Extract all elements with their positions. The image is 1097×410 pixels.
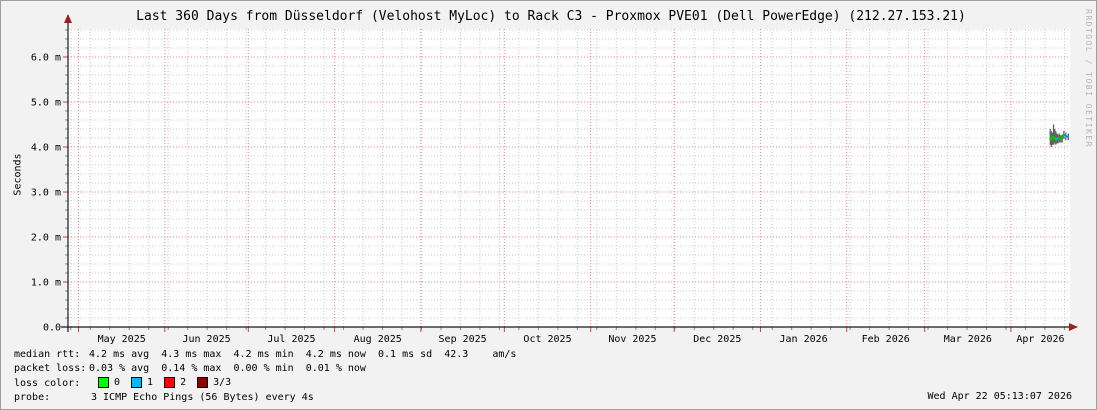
median-line-segment (1058, 136, 1062, 140)
x-tick-label: Jun 2025 (182, 334, 230, 345)
loss-color-swatch-icon (197, 377, 209, 388)
loss-color-item: 1 (131, 377, 153, 388)
x-axis-arrow-icon (1069, 323, 1078, 331)
loss-color-item-label: 3/3 (213, 377, 232, 388)
x-tick-label: Nov 2025 (608, 334, 656, 345)
x-tick-label: Oct 2025 (523, 334, 571, 345)
y-tick-label: 4.0 m (31, 143, 61, 154)
loss-color-label: loss color: (14, 378, 81, 389)
loss-color-item-label: 1 (147, 377, 154, 388)
loss-color-item: 3/3 (197, 377, 231, 388)
x-tick-label: Jul 2025 (267, 334, 315, 345)
y-tick-label: 6.0 m (31, 53, 61, 64)
x-tick-label: Feb 2026 (862, 334, 910, 345)
x-tick-label: Aug 2025 (354, 334, 402, 345)
x-tick-label: May 2025 (98, 334, 146, 345)
x-tick-label: Jan 2026 (780, 334, 828, 345)
x-tick-label: Apr 2026 (1016, 334, 1064, 345)
probe-value: 3 ICMP Echo Pings (56 Bytes) every 4s (91, 392, 314, 403)
median-rtt-label: median rtt: (14, 349, 81, 360)
x-tick-label: Sep 2025 (439, 334, 487, 345)
loss-color-item-label: 2 (180, 377, 187, 388)
y-tick-label: 0.0 (43, 323, 61, 334)
median-line-segment (1063, 133, 1067, 137)
generated-timestamp: Wed Apr 22 05:13:07 2026 (927, 391, 1073, 402)
median-line-segment (1060, 137, 1063, 140)
median-rtt-stats: 4.2 ms avg 4.3 ms max 4.2 ms min 4.2 ms … (89, 349, 517, 360)
loss-color-legend: 0 1 2 3/3 (98, 377, 242, 388)
x-tick-label: Mar 2026 (944, 334, 992, 345)
y-tick-label: 3.0 m (31, 188, 61, 199)
packet-loss-stats: 0.03 % avg 0.14 % max 0.00 % min 0.01 % … (89, 363, 366, 374)
median-line-segment (1065, 134, 1069, 138)
loss-color-swatch-icon (98, 377, 109, 388)
loss-color-item: 2 (164, 377, 186, 388)
probe-label: probe: (14, 392, 51, 403)
plot-canvas (68, 29, 1070, 327)
x-tick-label: Dec 2025 (693, 334, 741, 345)
y-tick-label: 5.0 m (31, 98, 61, 109)
y-tick-label: 2.0 m (31, 233, 61, 244)
chart-title: Last 360 Days from Düsseldorf (Velohost … (136, 9, 966, 24)
loss-color-item: 0 (98, 377, 120, 388)
y-tick-label: 1.0 m (31, 278, 61, 289)
loss-color-swatch-icon (164, 377, 176, 388)
rrdtool-watermark: RRDTOOL / TOBI OETIKER (1084, 9, 1093, 148)
loss-color-swatch-icon (131, 377, 143, 388)
y-axis-arrow-icon (64, 14, 72, 23)
loss-color-item-label: 0 (114, 377, 121, 388)
packet-loss-label: packet loss: (14, 363, 87, 374)
